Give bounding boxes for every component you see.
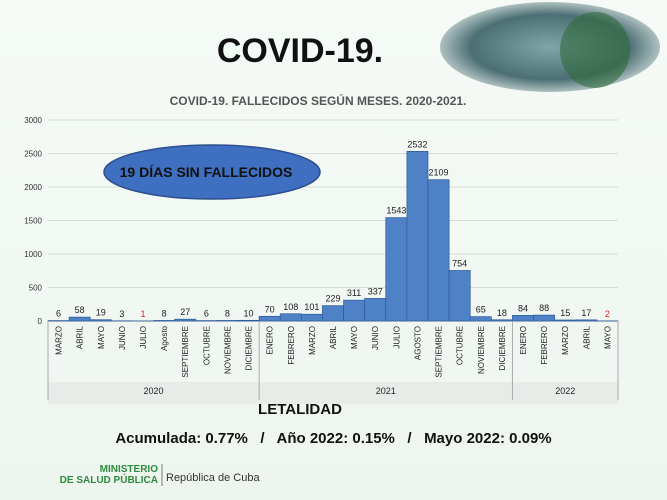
- x-tick-label: ABRIL: [76, 325, 85, 349]
- chart-title: COVID-19. FALLECIDOS SEGÚN MESES. 2020-2…: [170, 93, 467, 108]
- x-tick-label: ABRIL: [329, 325, 338, 349]
- bar: [89, 319, 112, 322]
- x-tick-label: JULIO: [139, 326, 148, 349]
- ministry-line: MINISTERIO: [100, 464, 159, 475]
- bar: [575, 319, 598, 322]
- value-label: 2109: [429, 168, 449, 178]
- bar: [554, 319, 577, 322]
- x-tick-label: MAYO: [97, 326, 106, 349]
- x-tick-label: SEPTIEMBRE: [181, 326, 190, 378]
- bar: [216, 320, 239, 322]
- value-label: 18: [497, 308, 507, 318]
- value-label: 17: [581, 308, 591, 318]
- x-tick-label: NOVIEMBRE: [223, 326, 232, 374]
- value-label: 8: [225, 308, 230, 318]
- value-label: 88: [539, 303, 549, 313]
- letality: Acumulada: 0.77% / Año 2022: 0.15% / May…: [115, 430, 552, 447]
- bar: [258, 315, 281, 322]
- bar: [448, 270, 471, 322]
- photo-detail: [560, 12, 630, 88]
- bar: [237, 319, 260, 322]
- ministry-line: DE SALUD PÚBLICA: [60, 473, 158, 486]
- group-label: 2020: [144, 386, 164, 396]
- y-tick-label: 2000: [24, 183, 42, 192]
- value-label: 6: [56, 309, 61, 319]
- x-tick-label: MARZO: [55, 326, 64, 355]
- letality-title: LETALIDAD: [258, 401, 342, 418]
- y-tick-label: 2500: [24, 150, 42, 159]
- y-tick-label: 0: [38, 317, 43, 326]
- y-tick-label: 3000: [24, 116, 42, 125]
- bar: [68, 316, 91, 322]
- value-label: 19: [96, 308, 106, 318]
- x-tick-label: JUNIO: [118, 326, 127, 350]
- value-label: 8: [162, 308, 167, 318]
- x-tick-label: OCTUBRE: [202, 326, 211, 365]
- value-label: 754: [452, 258, 467, 268]
- y-tick-label: 1000: [24, 250, 42, 259]
- value-label: 108: [283, 302, 298, 312]
- bar: [469, 316, 492, 322]
- group-label: 2022: [555, 386, 575, 396]
- country: República de Cuba: [166, 472, 260, 484]
- x-tick-label: MAYO: [350, 326, 359, 349]
- x-tick-label: JUNIO: [371, 326, 380, 350]
- group-label: 2021: [376, 386, 396, 396]
- bar: [322, 305, 344, 322]
- bar: [343, 299, 366, 322]
- bar: [533, 314, 556, 322]
- value-label: 101: [304, 302, 319, 312]
- value-label: 70: [265, 304, 275, 314]
- x-tick-label: JULIO: [392, 326, 401, 349]
- x-tick-label: MARZO: [308, 326, 317, 355]
- x-tick-label: FEBRERO: [287, 326, 296, 365]
- x-tick-label: ENERO: [519, 326, 528, 354]
- bar: [385, 217, 408, 322]
- x-tick-label: OCTUBRE: [456, 326, 465, 365]
- bar: [364, 298, 387, 322]
- value-label: 15: [560, 308, 570, 318]
- x-tick-label: DICIEMBRE: [245, 326, 254, 370]
- bar: [427, 179, 450, 322]
- value-label: 337: [368, 286, 383, 296]
- bar: [153, 320, 176, 322]
- y-tick-label: 500: [29, 284, 43, 293]
- x-tick-label: ENERO: [266, 326, 275, 354]
- value-label: 6: [204, 309, 209, 319]
- bar: [490, 319, 513, 322]
- value-label: 3: [119, 309, 124, 319]
- x-tick-label: SEPTIEMBRE: [435, 326, 444, 378]
- x-tick-label: MAYO: [603, 326, 612, 349]
- axis-band: [48, 382, 618, 404]
- value-label: 2: [605, 309, 610, 319]
- value-label: 65: [476, 305, 486, 315]
- bar: [512, 315, 534, 322]
- slide-title: COVID-19.: [217, 32, 383, 70]
- x-tick-label: MARZO: [561, 326, 570, 355]
- annotation-shape: [103, 144, 321, 200]
- value-label: 229: [325, 294, 340, 304]
- bar: [300, 313, 323, 322]
- x-tick-label: NOVIEMBRE: [477, 326, 486, 374]
- bar: [406, 151, 429, 322]
- y-tick-label: 1500: [24, 217, 42, 226]
- x-tick-label: DICIEMBRE: [498, 326, 507, 370]
- x-tick-label: Agosto: [160, 325, 169, 350]
- value-label: 311: [347, 288, 361, 298]
- x-tick-label: ABRIL: [582, 325, 591, 349]
- value-label: 1543: [386, 206, 406, 216]
- value-label: 84: [518, 303, 528, 313]
- value-label: 58: [75, 305, 85, 315]
- value-label: 1: [140, 309, 145, 319]
- bar: [174, 318, 197, 322]
- bar: [279, 313, 302, 322]
- value-label: 2532: [407, 139, 427, 149]
- x-tick-label: AGOSTO: [413, 326, 422, 360]
- annotation: 19 DÍAS SIN FALLECIDOS: [120, 164, 293, 180]
- value-label: 10: [244, 308, 254, 318]
- x-tick-label: FEBRERO: [540, 326, 549, 365]
- value-label: 27: [180, 307, 190, 317]
